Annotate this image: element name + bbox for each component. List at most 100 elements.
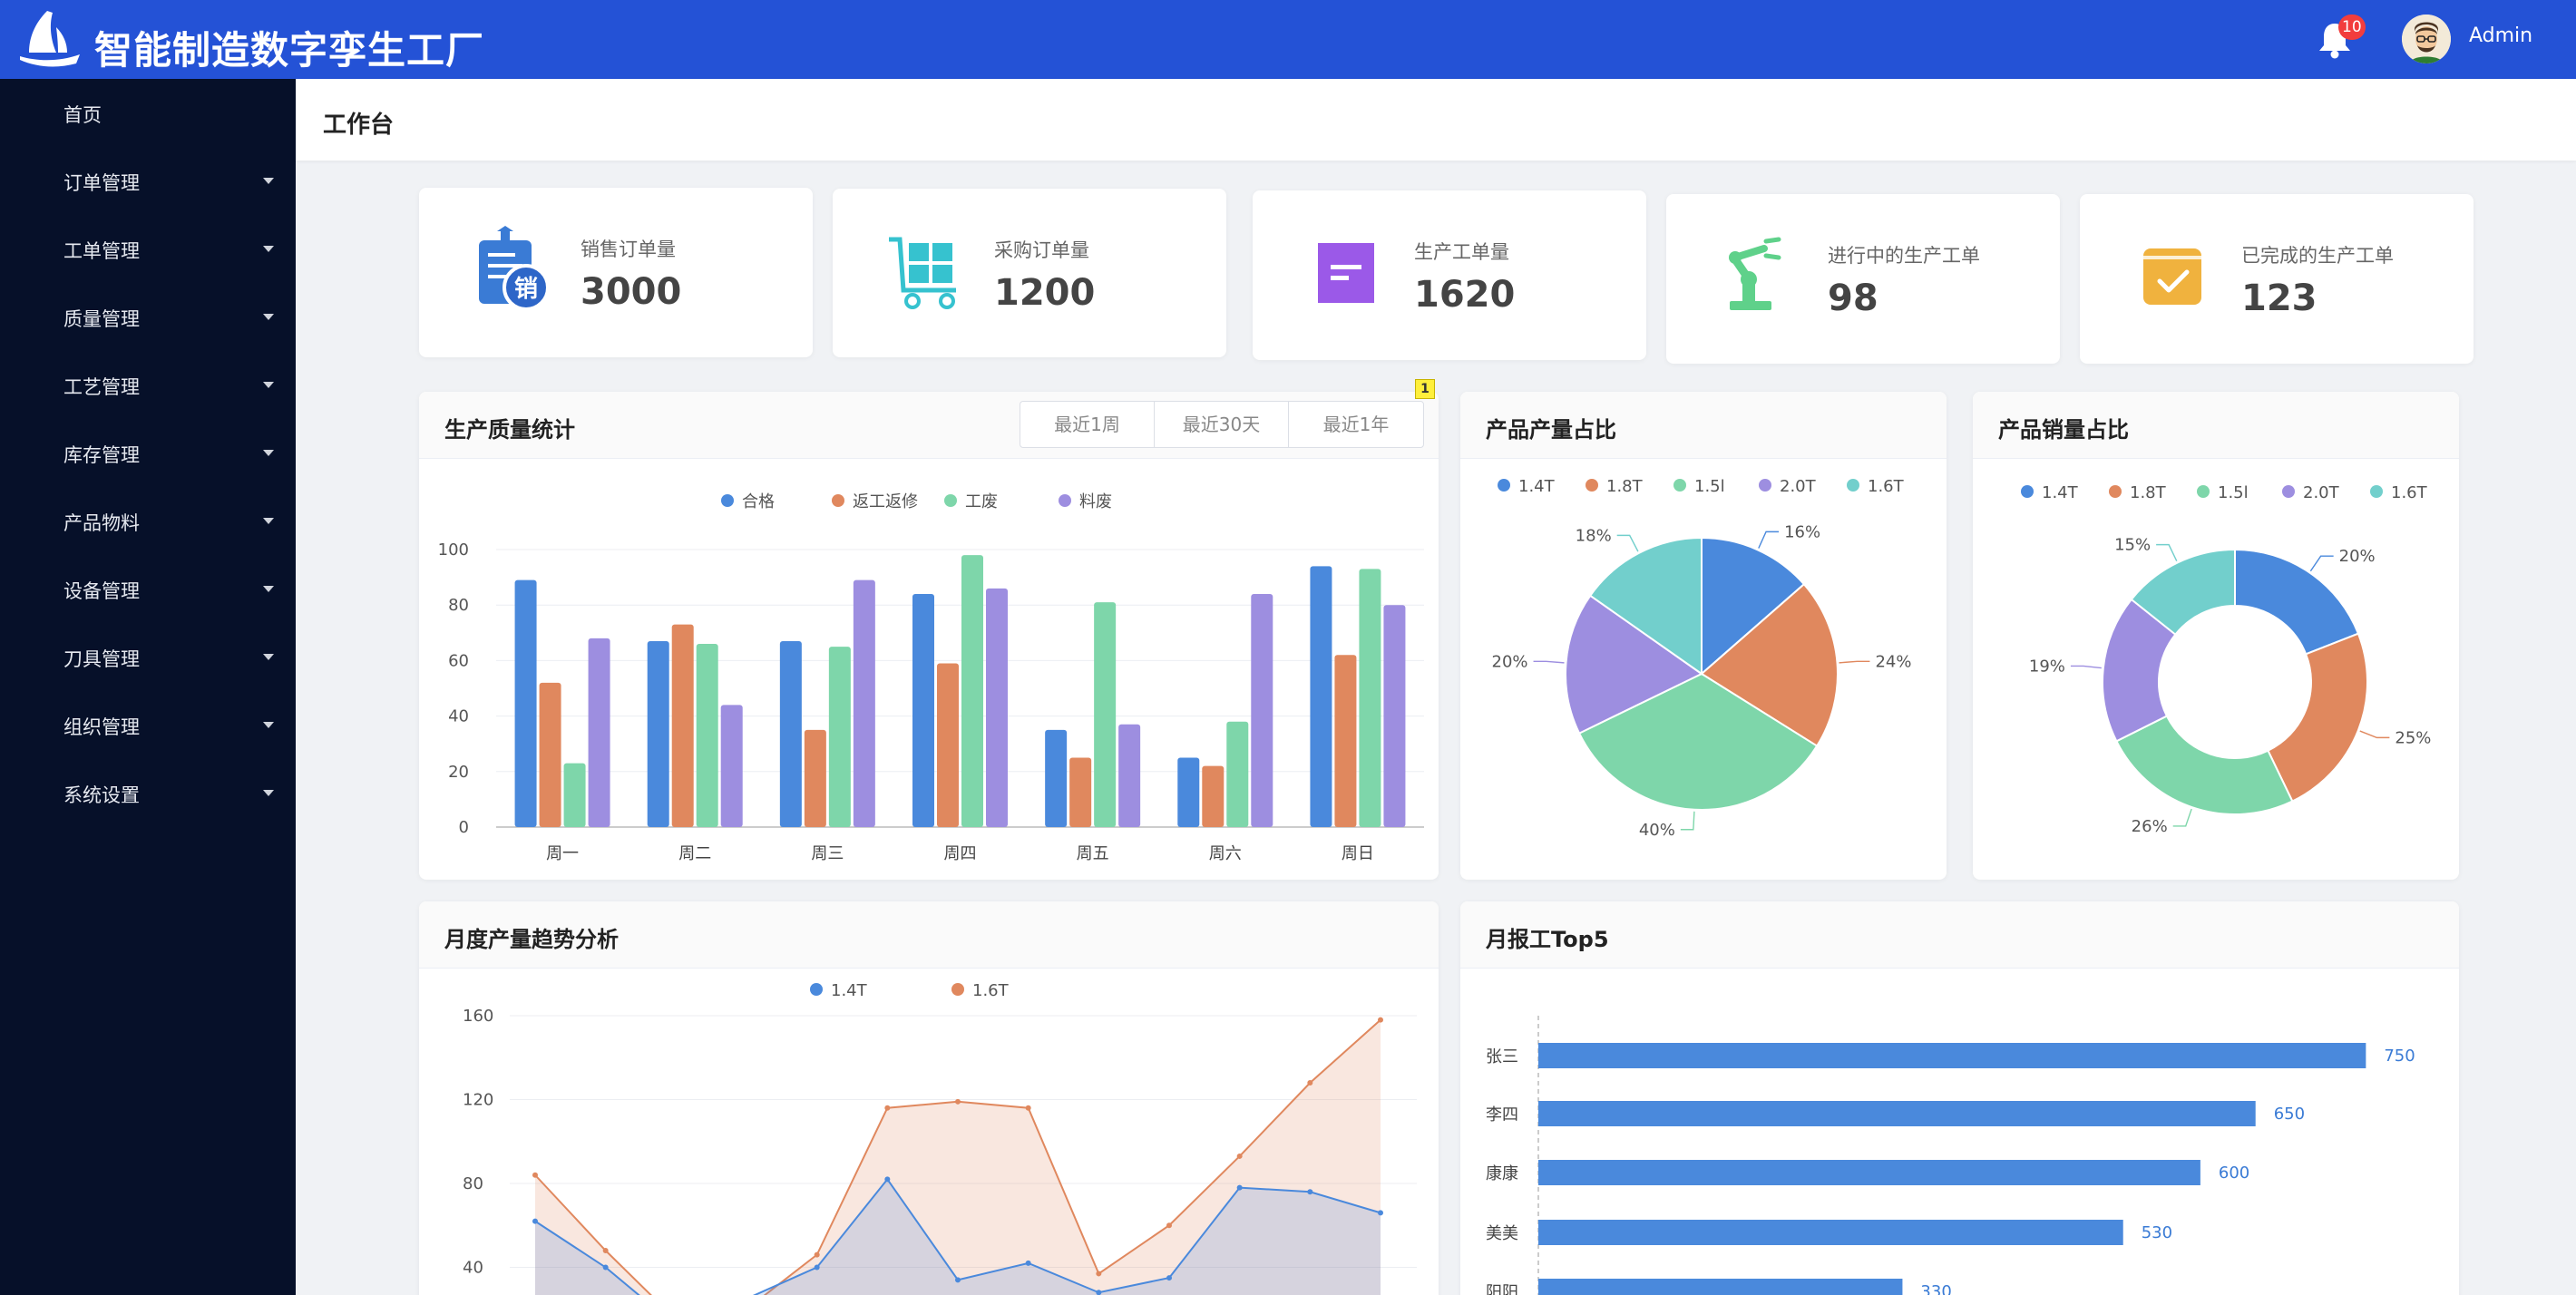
slice-value-label: 15% <box>2114 536 2151 555</box>
slice-1.5l <box>2115 715 2294 815</box>
slice-value-label: 40% <box>1639 821 1675 840</box>
sidebar-item-1[interactable]: 订单管理 <box>0 147 296 215</box>
sidebar-item-label: 订单管理 <box>63 172 140 194</box>
bar-料废 <box>853 579 875 827</box>
stat-value: 123 <box>2241 278 2317 319</box>
panel-title: 产品产量占比 <box>1486 417 1616 443</box>
stat-value: 98 <box>1828 278 1878 319</box>
sidebar-item-5[interactable]: 库存管理 <box>0 419 296 487</box>
sidebar-item-label: 质量管理 <box>63 308 140 330</box>
slice-value-label: 18% <box>1576 526 1612 545</box>
stat-card-sales-orders[interactable]: 销 销售订单量 3000 <box>419 188 813 357</box>
caret-down-icon <box>263 178 274 184</box>
sales-order-icon: 销 <box>479 226 550 311</box>
sidebar-item-label: 工单管理 <box>63 240 140 262</box>
bar-料废 <box>1251 593 1273 827</box>
sidebar-item-label: 工艺管理 <box>63 376 140 398</box>
slice-value-label: 26% <box>2132 817 2168 836</box>
sidebar-item-label: 设备管理 <box>63 580 140 602</box>
sidebar-item-9[interactable]: 组织管理 <box>0 691 296 759</box>
sidebar-item-4[interactable]: 工艺管理 <box>0 351 296 419</box>
panel-header: 产品销量占比 <box>1973 392 2459 459</box>
sidebar-item-0[interactable]: 首页 <box>0 79 296 147</box>
point-1.4T <box>955 1277 961 1283</box>
stat-card-purchase-orders[interactable]: 采购订单量 1200 <box>833 189 1226 357</box>
sidebar-item-2[interactable]: 工单管理 <box>0 215 296 283</box>
category-label: 张三 <box>1486 1047 1518 1066</box>
stat-card-production-orders[interactable]: 生产工单量 1620 <box>1253 190 1646 360</box>
bar-阳阳 <box>1538 1279 1903 1295</box>
bar-合格 <box>647 640 669 827</box>
quality-stats-panel: 生产质量统计 最近1周 最近30天 最近1年 合格 返工返修 工废 料废 0 20 40 60… <box>419 392 1439 880</box>
stat-card-in-progress-orders[interactable]: 进行中的生产工单 98 <box>1666 194 2060 364</box>
bar-料废 <box>986 588 1008 827</box>
x-tick-label: 周六 <box>1209 844 1242 863</box>
range-button-30days[interactable]: 最近30天 <box>1154 401 1289 448</box>
panel-title: 月度产量趋势分析 <box>444 927 619 952</box>
point-1.4T <box>1025 1260 1031 1266</box>
point-1.4T <box>884 1176 891 1183</box>
sidebar-item-label: 首页 <box>63 104 102 126</box>
svg-text:销: 销 <box>514 276 538 303</box>
y-tick-label: 80 <box>448 596 469 615</box>
legend-marker <box>721 494 734 507</box>
bar-返工返修 <box>1069 757 1092 827</box>
sidebar-item-6[interactable]: 产品物料 <box>0 487 296 555</box>
sail-logo-icon <box>20 11 80 67</box>
bar-料废 <box>720 705 743 827</box>
legend-marker <box>1759 479 1771 492</box>
stat-card-completed-orders[interactable]: 已完成的生产工单 123 <box>2080 194 2474 364</box>
stat-label: 进行中的生产工单 <box>1828 245 1980 267</box>
bar-工废 <box>1094 602 1117 827</box>
product-output-panel: 产品产量占比 1.4T 1.8T 1.5l 2.0T 1.6T 16% 24% 40% 20% 1… <box>1460 392 1947 880</box>
bar-工废 <box>828 647 851 827</box>
point-1.6T <box>1096 1271 1102 1277</box>
legend-label: 1.6T <box>2391 483 2428 502</box>
user-name[interactable]: Admin <box>2469 24 2533 47</box>
monthly-trend-area-chart: 1.4T 1.6T 40 80 120 160 <box>463 981 1417 1295</box>
slice-1.8T <box>1700 582 1839 747</box>
category-label: 李四 <box>1486 1105 1518 1125</box>
bar-合格 <box>1177 757 1200 827</box>
range-button-week[interactable]: 最近1周 <box>1020 401 1155 448</box>
caret-down-icon <box>263 790 274 796</box>
check-box-icon <box>2143 248 2201 305</box>
caret-down-icon <box>263 586 274 592</box>
bar-工废 <box>1226 721 1249 827</box>
legend-marker <box>810 983 823 996</box>
slice-1.6T <box>2130 548 2236 637</box>
stat-label: 采购订单量 <box>994 239 1089 261</box>
x-tick-label: 周一 <box>546 844 579 863</box>
bar-返工返修 <box>1202 765 1225 827</box>
point-1.6T <box>532 1172 538 1178</box>
point-1.4T <box>602 1264 609 1271</box>
monthly-trend-panel: 月度产量趋势分析 1.4T 1.6T 40 80 120 160 <box>419 901 1439 1295</box>
y-tick-label: 160 <box>463 1007 493 1026</box>
bar-料废 <box>1118 724 1141 827</box>
legend-marker <box>1498 479 1510 492</box>
sidebar-item-10[interactable]: 系统设置 <box>0 759 296 827</box>
sidebar-item-3[interactable]: 质量管理 <box>0 283 296 351</box>
y-tick-label: 20 <box>448 763 469 782</box>
panel-title: 产品销量占比 <box>1998 417 2129 443</box>
label-leader-line <box>1839 660 1870 664</box>
sidebar-item-7[interactable]: 设备管理 <box>0 555 296 623</box>
sidebar-item-8[interactable]: 刀具管理 <box>0 623 296 691</box>
top5-panel: 月报工Top5 张三 750 李四 650 康康 600 美美 530 阳阳 330 <box>1460 901 2459 1295</box>
bar-返工返修 <box>539 682 561 827</box>
y-tick-label: 120 <box>463 1091 493 1110</box>
bar-返工返修 <box>671 624 694 827</box>
legend-marker <box>2282 485 2295 498</box>
bar-返工返修 <box>1334 655 1357 827</box>
bar-value-label: 650 <box>2274 1105 2305 1124</box>
x-tick-label: 周四 <box>944 844 977 863</box>
y-tick-label: 40 <box>448 707 469 726</box>
caret-down-icon <box>263 314 274 320</box>
range-button-year[interactable]: 最近1年 <box>1288 401 1424 448</box>
point-1.4T <box>1378 1210 1383 1216</box>
user-avatar[interactable] <box>2402 15 2451 63</box>
point-1.4T <box>1307 1189 1313 1195</box>
bar-value-label: 530 <box>2142 1223 2172 1242</box>
legend-label: 料废 <box>1079 492 1112 511</box>
area-1.4T <box>535 1179 1381 1295</box>
